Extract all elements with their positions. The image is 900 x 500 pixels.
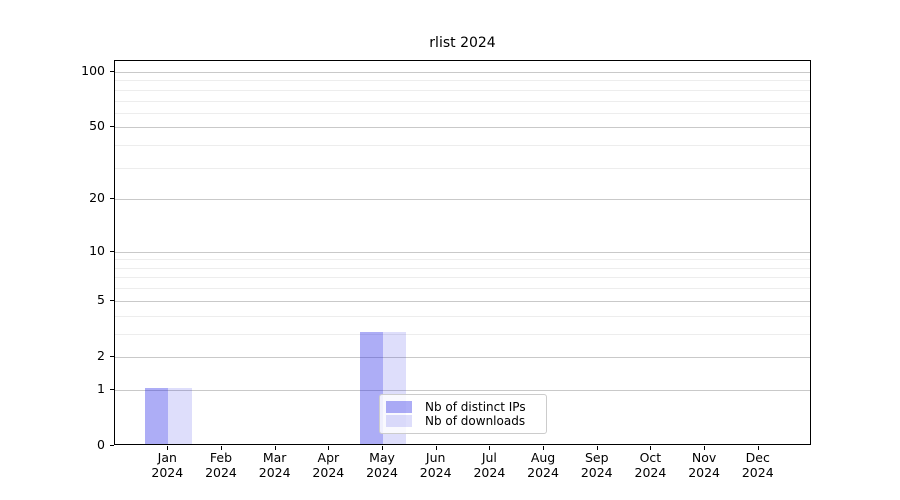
y-tick-20 — [110, 198, 114, 200]
x-tick-month-apr: Apr — [317, 450, 340, 465]
legend-item-downloads: Nb of downloads — [386, 414, 539, 428]
y-tick-label-1: 1 — [97, 380, 105, 396]
x-tick-apr — [328, 446, 330, 450]
x-tick-year-apr: 2024 — [312, 464, 345, 480]
gridline-minor-80 — [115, 89, 810, 91]
x-tick-year-nov: 2024 — [688, 464, 720, 480]
x-tick-month-jul: Jul — [481, 450, 497, 465]
gridline-major-10 — [115, 251, 810, 253]
gridline-minor-60 — [115, 112, 810, 114]
x-tick-month-jun: Jun — [425, 450, 446, 465]
x-tick-jun — [435, 446, 437, 450]
x-tick-month-dec: Dec — [745, 450, 770, 465]
chart-title: rlist 2024 — [429, 35, 496, 51]
x-tick-month-oct: Oct — [639, 450, 662, 465]
y-tick-0 — [110, 445, 114, 446]
x-tick-label-sep: Sep 2024 — [565, 450, 629, 480]
gridline-minor-30 — [115, 167, 810, 169]
y-tick-label-2: 2 — [97, 347, 105, 363]
legend-swatch-distinct-ips — [386, 401, 412, 413]
x-tick-nov — [704, 446, 706, 450]
x-tick-label-oct: Oct 2024 — [618, 450, 682, 480]
y-tick-100 — [110, 70, 114, 72]
x-tick-year-sep: 2024 — [580, 464, 613, 480]
x-tick-feb — [220, 446, 222, 450]
x-tick-label-nov: Nov 2024 — [672, 450, 736, 480]
y-tick-2 — [110, 355, 114, 357]
gridline-major-1 — [115, 389, 810, 391]
x-tick-label-dec: Dec 2024 — [726, 450, 790, 480]
plot-area — [114, 60, 811, 445]
x-tick-year-jul: 2024 — [473, 464, 506, 480]
x-tick-label-aug: Aug 2024 — [511, 450, 575, 480]
x-tick-month-feb: Feb — [209, 450, 233, 465]
x-tick-label-jun: Jun 2024 — [404, 450, 468, 480]
y-tick-label-5: 5 — [97, 291, 105, 307]
x-tick-year-dec: 2024 — [741, 464, 774, 480]
x-tick-month-nov: Nov — [691, 450, 717, 465]
legend-swatch-downloads — [386, 415, 412, 427]
x-tick-mar — [274, 446, 276, 450]
x-tick-may — [382, 446, 384, 450]
y-tick-50 — [110, 126, 114, 128]
x-tick-jan — [167, 446, 169, 450]
x-tick-label-apr: Apr 2024 — [296, 450, 360, 480]
gridline-minor-9 — [115, 259, 810, 261]
y-tick-5 — [110, 299, 114, 301]
x-tick-year-aug: 2024 — [527, 464, 559, 480]
x-tick-year-mar: 2024 — [258, 464, 291, 480]
x-tick-label-jul: Jul 2024 — [457, 450, 521, 480]
x-tick-label-feb: Feb 2024 — [189, 450, 253, 480]
x-tick-year-jan: 2024 — [151, 464, 184, 480]
x-tick-dec — [757, 446, 759, 450]
gridline-minor-6 — [115, 288, 810, 290]
gridline-major-5 — [115, 300, 810, 302]
x-tick-year-oct: 2024 — [634, 464, 667, 480]
x-tick-jul — [489, 446, 491, 450]
x-tick-aug — [543, 446, 545, 450]
x-tick-year-feb: 2024 — [205, 464, 237, 480]
bar-distinct-ips-jan — [144, 387, 169, 444]
gridline-minor-8 — [115, 267, 810, 269]
gridline-minor-7 — [115, 277, 810, 279]
x-tick-month-sep: Sep — [584, 450, 609, 465]
gridline-minor-90 — [115, 80, 810, 82]
y-tick-label-100: 100 — [81, 62, 105, 78]
x-tick-label-jan: Jan 2024 — [135, 450, 199, 480]
x-tick-month-mar: Mar — [262, 450, 287, 465]
gridline-minor-4 — [115, 315, 810, 317]
y-tick-10 — [110, 250, 114, 252]
gridline-major-50 — [115, 127, 810, 129]
x-tick-label-may: May 2024 — [350, 450, 414, 480]
x-tick-month-jan: Jan — [157, 450, 177, 465]
gridline-minor-3 — [115, 333, 810, 335]
x-tick-label-mar: Mar 2024 — [243, 450, 307, 480]
x-tick-oct — [650, 446, 652, 450]
legend-label-distinct-ips: Nb of distinct IPs — [425, 400, 526, 414]
x-tick-year-jun: 2024 — [419, 464, 452, 480]
x-tick-year-may: 2024 — [366, 464, 398, 480]
gridline-minor-70 — [115, 100, 810, 102]
gridline-major-20 — [115, 199, 810, 201]
y-tick-label-0: 0 — [97, 437, 105, 452]
y-tick-label-10: 10 — [89, 242, 105, 258]
y-tick-label-20: 20 — [89, 190, 105, 206]
legend: Nb of distinct IPs Nb of downloads — [379, 394, 547, 434]
x-tick-month-may: May — [369, 450, 395, 465]
y-tick-label-50: 50 — [89, 118, 105, 134]
bar-downloads-jan — [168, 387, 192, 444]
gridline-minor-40 — [115, 145, 810, 147]
y-tick-1 — [110, 388, 114, 390]
x-tick-sep — [596, 446, 598, 450]
legend-label-downloads: Nb of downloads — [425, 414, 526, 428]
legend-item-distinct-ips: Nb of distinct IPs — [386, 400, 539, 414]
gridline-major-2 — [115, 356, 810, 358]
x-tick-month-aug: Aug — [530, 450, 556, 465]
gridline-major-100 — [115, 71, 810, 73]
bar-distinct-ips-may — [359, 331, 383, 444]
